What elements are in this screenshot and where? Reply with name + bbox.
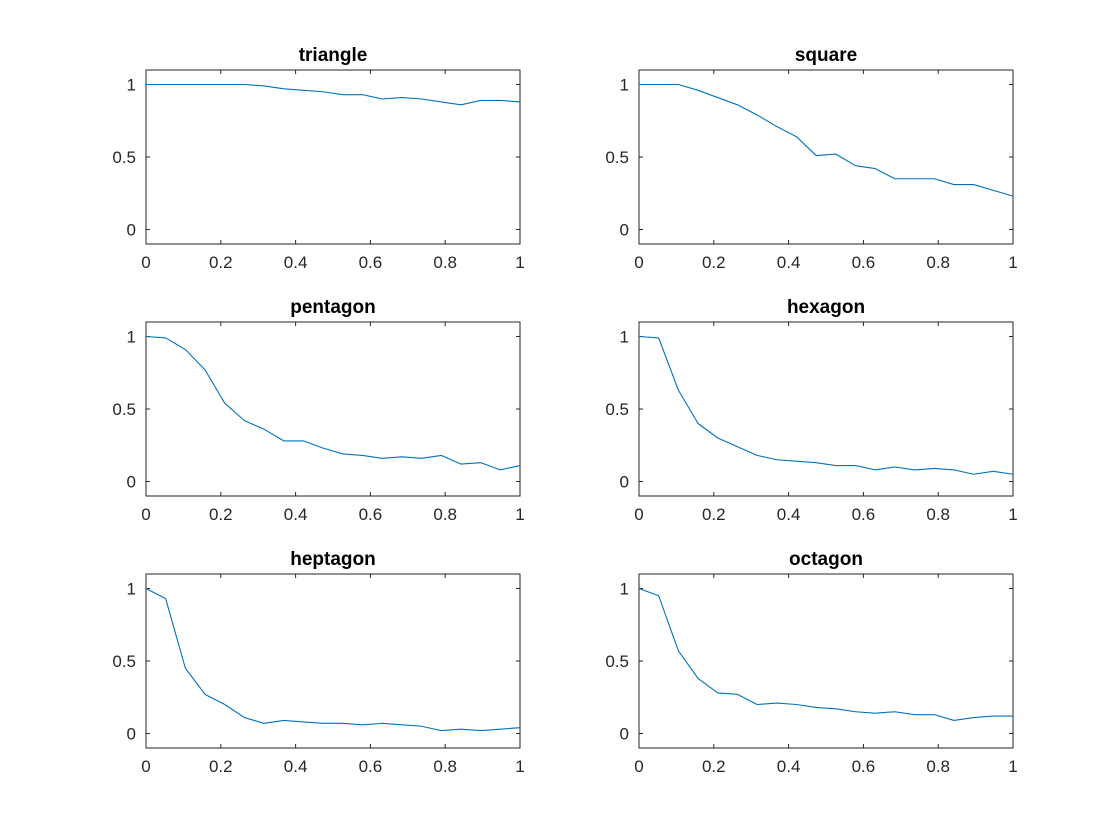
- axes-box: [145, 321, 521, 497]
- x-tick-label: 0.2: [209, 757, 233, 776]
- x-tick-label: 0.2: [702, 505, 726, 524]
- series-line: [639, 83, 1014, 197]
- y-tick-label: 0.5: [112, 652, 136, 671]
- x-tick-label: 1: [1008, 505, 1017, 524]
- x-tick-label: 1: [515, 253, 524, 272]
- x-tick-label: 0.6: [852, 505, 876, 524]
- y-tick-label: 0: [620, 473, 629, 492]
- x-tick-label: 0.6: [852, 757, 876, 776]
- y-tick-label: 1: [127, 580, 136, 599]
- series-line: [638, 587, 1013, 722]
- y-tick-label: 0.5: [605, 148, 629, 167]
- subplot-pentagon: pentagon 0 0.2 0.4 0.6 0.8 1 0 0.5 1: [112, 297, 524, 524]
- subplot-octagon: octagon 0 0.2 0.4 0.6 0.8 1 0 0.5 1: [605, 549, 1017, 776]
- y-tick-label: 0: [620, 725, 629, 744]
- x-tick-label: 0.4: [284, 253, 308, 272]
- x-tick-label: 0: [141, 253, 150, 272]
- subplot-title: hexagon: [787, 297, 865, 318]
- y-tick-label: 1: [620, 580, 629, 599]
- x-tick-label: 1: [1008, 757, 1017, 776]
- y-tick-label: 1: [127, 76, 136, 95]
- series-line: [638, 335, 1014, 475]
- y-tick-label: 1: [620, 328, 629, 347]
- y-tick-label: 0: [127, 725, 136, 744]
- x-tick-label: 0.6: [852, 253, 876, 272]
- axes-box: [638, 69, 1014, 245]
- subplot-title: square: [795, 45, 857, 66]
- x-tick-label: 0.4: [777, 757, 801, 776]
- subplot-triangle: triangle 0 0.2 0.4 0.6 0.8 1 0 0.5 1: [112, 45, 524, 272]
- y-tick-label: 0: [127, 473, 136, 492]
- subplot-title: heptagon: [290, 549, 376, 570]
- x-tick-label: 0: [634, 757, 643, 776]
- x-tick-label: 0.8: [926, 757, 950, 776]
- x-tick-label: 0.8: [926, 505, 950, 524]
- x-tick-label: 0.4: [284, 505, 308, 524]
- x-tick-label: 1: [515, 757, 524, 776]
- axes-box: [638, 573, 1014, 749]
- y-tick-label: 0.5: [112, 148, 136, 167]
- series-line: [146, 83, 521, 106]
- series-line: [145, 335, 521, 471]
- x-tick-label: 0.4: [284, 757, 308, 776]
- y-tick-label: 0.5: [605, 400, 629, 419]
- x-tick-label: 0.6: [359, 505, 383, 524]
- x-tick-label: 0.4: [777, 253, 801, 272]
- axes-box: [145, 573, 521, 749]
- x-tick-label: 0.8: [926, 253, 950, 272]
- axes-box: [145, 69, 521, 245]
- x-tick-label: 0.2: [702, 757, 726, 776]
- x-tick-label: 0.8: [433, 757, 457, 776]
- x-tick-label: 0.6: [359, 757, 383, 776]
- y-tick-label: 0.5: [605, 652, 629, 671]
- subplot-title: pentagon: [290, 297, 376, 318]
- x-tick-label: 0.6: [359, 253, 383, 272]
- y-tick-label: 0.5: [112, 400, 136, 419]
- x-tick-label: 0: [634, 505, 643, 524]
- subplot-title: triangle: [299, 45, 368, 66]
- axes-box: [638, 321, 1014, 497]
- series-line: [145, 588, 521, 732]
- y-tick-label: 0: [620, 221, 629, 240]
- subplot-title: octagon: [789, 549, 863, 570]
- x-tick-label: 0.8: [433, 505, 457, 524]
- x-tick-label: 0.8: [433, 253, 457, 272]
- y-tick-label: 1: [127, 328, 136, 347]
- x-tick-label: 0: [141, 505, 150, 524]
- subplot-square: square 0 0.2 0.4 0.6 0.8 1 0 0.5 1: [605, 45, 1017, 272]
- x-tick-label: 0: [141, 757, 150, 776]
- x-tick-label: 0.4: [777, 505, 801, 524]
- y-tick-label: 1: [620, 76, 629, 95]
- subplot-heptagon: heptagon 0 0.2 0.4 0.6 0.8 1 0 0.5 1: [112, 549, 524, 776]
- x-tick-label: 0.2: [209, 505, 233, 524]
- x-tick-label: 0: [634, 253, 643, 272]
- y-tick-label: 0: [127, 221, 136, 240]
- subplot-hexagon: hexagon 0 0.2 0.4 0.6 0.8 1 0 0.5 1: [605, 297, 1017, 524]
- x-tick-label: 0.2: [209, 253, 233, 272]
- x-tick-label: 0.2: [702, 253, 726, 272]
- x-tick-label: 1: [1008, 253, 1017, 272]
- x-tick-label: 1: [515, 505, 524, 524]
